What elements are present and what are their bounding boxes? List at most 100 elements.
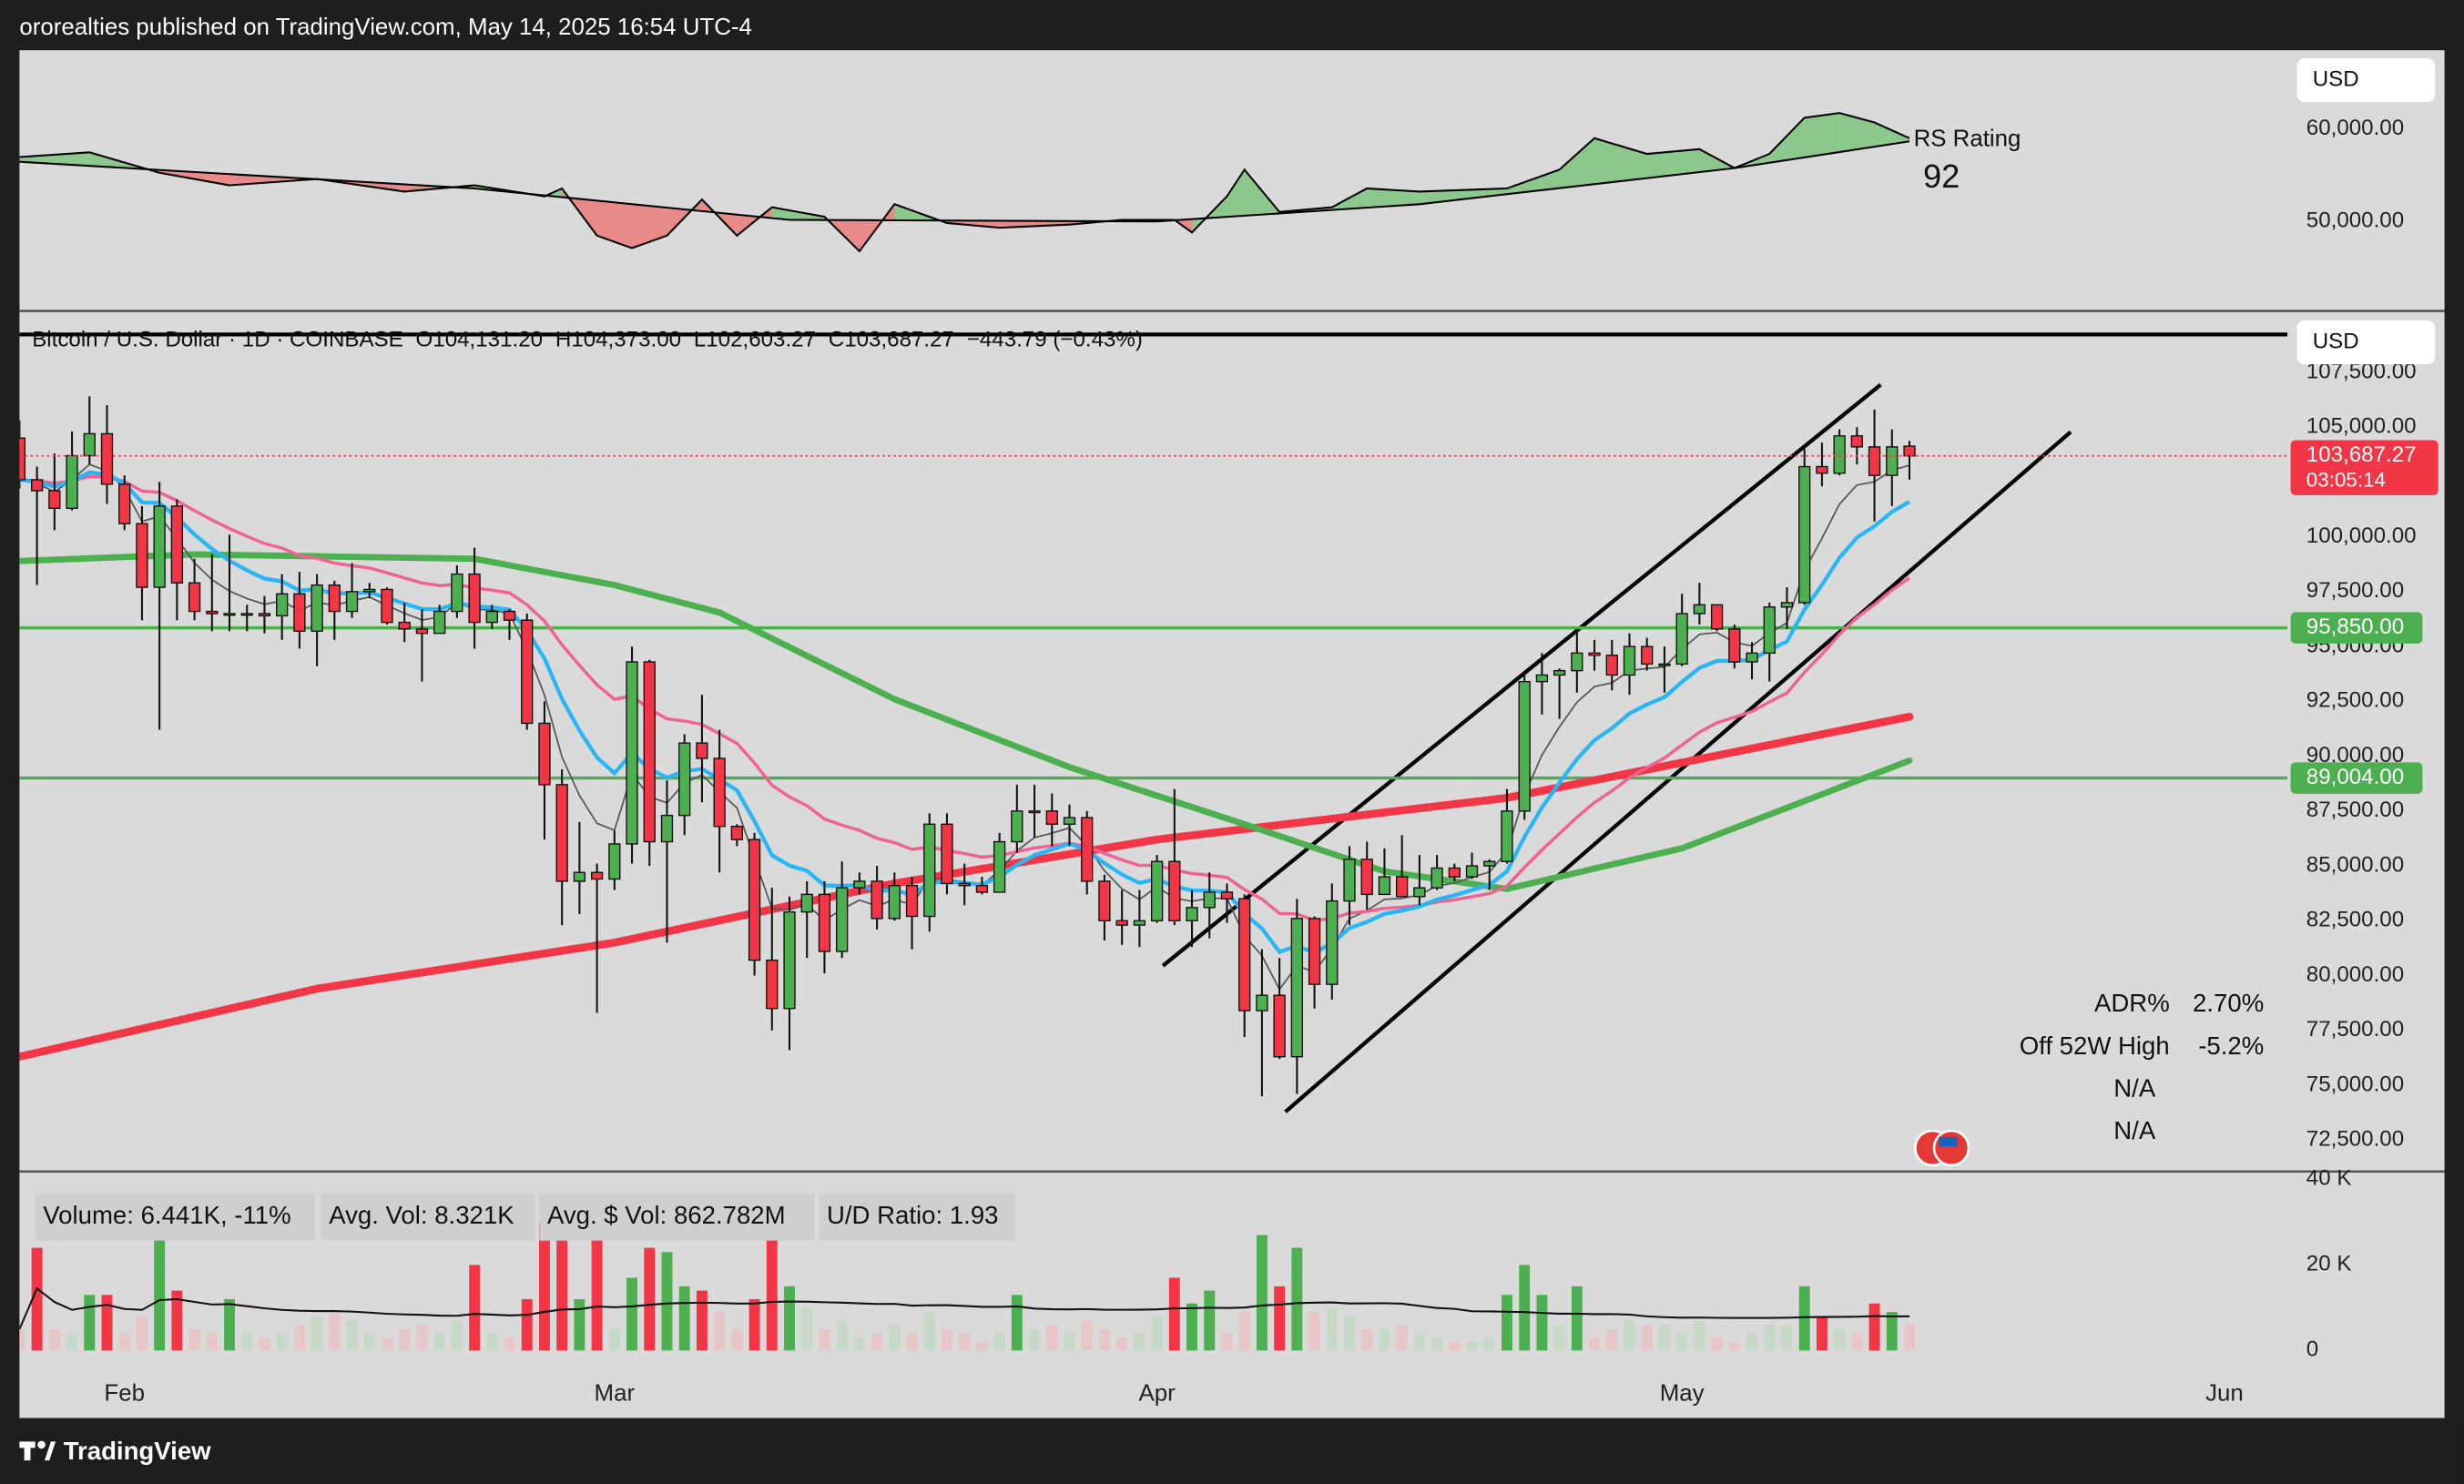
y-tick-label: 40 K	[2306, 1166, 2352, 1191]
volume-bar	[1851, 1333, 1863, 1351]
high: H104,373.00	[555, 328, 681, 352]
volume-bar	[136, 1316, 148, 1351]
volume-bar	[871, 1333, 883, 1351]
volume-bar	[241, 1333, 253, 1351]
candle-body	[258, 613, 271, 617]
candle-body	[1273, 994, 1286, 1058]
volume-bar	[1624, 1320, 1635, 1351]
candle-body	[521, 619, 534, 725]
volume-bar	[1483, 1337, 1495, 1351]
candle-body	[626, 661, 638, 845]
rs-area	[1804, 113, 1840, 158]
candle-body	[1396, 876, 1409, 898]
y-tick-label: 75,000.00	[2306, 1072, 2404, 1096]
candle-body	[1098, 880, 1111, 921]
candle-body	[888, 885, 901, 920]
countdown: 03:05:14	[2306, 468, 2386, 491]
volume-bar	[1291, 1247, 1303, 1351]
flag-icon	[1914, 1129, 1970, 1167]
rs-area	[1559, 137, 1595, 188]
volume-bar	[696, 1290, 708, 1351]
candle-body	[660, 814, 674, 843]
y-tick-label: 100,000.00	[2306, 523, 2417, 548]
volume-bar	[1606, 1328, 1618, 1351]
candle-body	[993, 840, 1006, 893]
volume-bar	[608, 1328, 620, 1351]
candle-body	[1658, 663, 1671, 666]
rs-area	[1594, 137, 1647, 185]
currency-box[interactable]	[2296, 320, 2436, 365]
candle-body	[293, 593, 306, 632]
candle-body	[83, 432, 96, 457]
rs-area	[1227, 169, 1245, 218]
level-label-box	[2290, 612, 2423, 644]
volume-bar	[48, 1328, 60, 1351]
rs-area	[1874, 122, 1909, 147]
volume-bar	[451, 1320, 463, 1351]
volume-bar	[31, 1247, 43, 1351]
currency[interactable]: USD	[2313, 329, 2359, 353]
candle-body	[1675, 613, 1688, 666]
candle-body	[19, 437, 26, 481]
moving-average	[19, 551, 1913, 892]
footer-bar	[0, 1418, 2464, 1484]
volume-bar	[1029, 1328, 1041, 1351]
volume-bar	[678, 1286, 690, 1351]
volume-bar	[1449, 1341, 1461, 1351]
y-tick-label: 50,000.00	[2306, 208, 2404, 233]
rs-area	[999, 220, 1070, 229]
volume-bar	[399, 1328, 411, 1351]
currency[interactable]: USD	[2313, 66, 2359, 91]
candle-body	[1011, 810, 1023, 843]
candle-body	[1710, 604, 1724, 630]
volume-bar	[276, 1333, 288, 1351]
volume-bar	[1816, 1316, 1828, 1351]
candle-body	[1063, 817, 1076, 825]
candle-body	[1378, 876, 1391, 896]
stat-box	[539, 1193, 815, 1241]
candle-body	[713, 757, 726, 828]
last-price-label: 103,687.27	[2306, 442, 2417, 467]
volume-bar	[1168, 1277, 1180, 1351]
level-label: 89,004.00	[2306, 765, 2404, 789]
volume-bar	[1326, 1307, 1338, 1351]
change: −443.79 (−0.43%)	[967, 328, 1143, 352]
candle-body	[1326, 900, 1339, 985]
volume-bar	[416, 1325, 428, 1351]
volume-bar	[1676, 1333, 1688, 1351]
candle-body	[696, 742, 708, 759]
candle-body	[678, 742, 691, 817]
rs-area	[1506, 169, 1560, 195]
volume-bar	[1466, 1341, 1478, 1351]
volume-bar	[1431, 1337, 1443, 1351]
candle-body	[170, 505, 184, 584]
candle-body	[1518, 680, 1531, 812]
candle-body	[836, 887, 849, 952]
candle-body	[363, 588, 376, 593]
volume-bar	[556, 1235, 568, 1351]
brand[interactable]: TradingView	[64, 1437, 211, 1465]
volume-stat: U/D Ratio: 1.93	[827, 1201, 999, 1229]
volume-bar	[714, 1312, 726, 1351]
currency-box[interactable]	[2296, 57, 2436, 103]
candle-body	[590, 871, 604, 880]
level-label: 95,850.00	[2306, 615, 2404, 639]
volume-bar	[224, 1298, 235, 1351]
candle-body	[1816, 465, 1828, 474]
volume-bar	[923, 1312, 935, 1351]
candle-body	[958, 882, 971, 887]
rs-line	[19, 140, 1910, 223]
candle-body	[766, 959, 779, 1010]
volume-bar	[66, 1333, 78, 1351]
volume-bar	[1589, 1337, 1601, 1351]
y-tick-label: 0	[2306, 1337, 2318, 1362]
volume-bar	[382, 1337, 392, 1351]
volume-bar	[188, 1328, 200, 1351]
candle-body	[975, 885, 989, 893]
candle-body	[240, 613, 253, 616]
candle-body	[1115, 920, 1128, 926]
candle-body	[800, 893, 813, 913]
volume-stat: Avg. $ Vol: 862.782M	[547, 1201, 786, 1229]
volume-bar	[101, 1295, 113, 1351]
volume-bar	[976, 1341, 988, 1351]
